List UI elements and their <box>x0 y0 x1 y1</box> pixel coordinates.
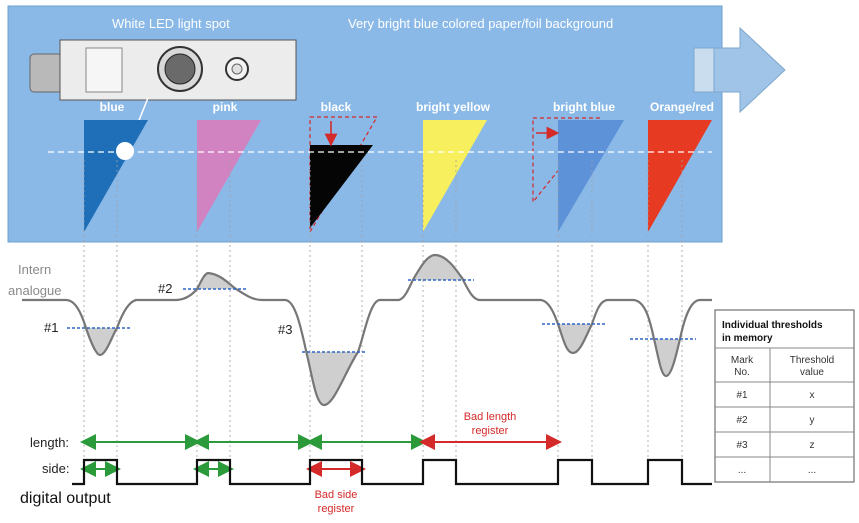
signal-fills <box>84 255 680 405</box>
table-header-value-line1: Threshold <box>790 355 834 366</box>
threshold-lines <box>67 279 696 353</box>
mark-triangle-pink <box>197 120 261 232</box>
length-label: length: <box>30 435 69 450</box>
thresholds-table <box>714 309 855 483</box>
led-spot-label: White LED light spot <box>112 16 230 31</box>
analogue-label-line1: Intern <box>18 262 51 277</box>
table-title-line2: in memory <box>722 333 773 344</box>
bad-side-label-line1: Bad side <box>315 489 358 501</box>
analogue-label-line2: analogue <box>8 283 62 298</box>
led-light-spot <box>116 142 134 160</box>
background-label: Very bright blue colored paper/foil back… <box>348 16 613 31</box>
mark-triangle-black <box>310 145 373 228</box>
mark-label-orange-red: Orange/red <box>650 100 714 114</box>
mark-label-blue: blue <box>100 100 125 114</box>
timing-guide-lines <box>83 160 683 478</box>
mark-triangle-bright-yellow <box>423 120 487 232</box>
table-header-mark-line1: Mark <box>731 355 754 366</box>
mark-label-black: black <box>321 100 352 114</box>
mark-label-bright-yellow: bright yellow <box>416 100 491 114</box>
bad-side-label-line2: register <box>318 503 355 515</box>
digital-output-signal <box>72 458 712 486</box>
threshold-marker-1: #1 <box>44 320 58 335</box>
table-row-value: z <box>810 440 815 451</box>
table-row-mark: ... <box>738 465 746 476</box>
mark-triangle-bright-blue <box>558 120 624 232</box>
mark-label-bright-blue: bright blue <box>553 100 615 114</box>
table-header-value-line2: value <box>800 367 824 378</box>
table-row-mark: #3 <box>736 440 748 451</box>
side-label: side: <box>42 461 69 476</box>
threshold-marker-3: #3 <box>278 322 292 337</box>
table-row-value: ... <box>808 465 816 476</box>
threshold-marker-2: #2 <box>158 281 172 296</box>
bad-length-label-line1: Bad length <box>464 411 517 423</box>
table-header-mark-line2: No. <box>734 367 750 378</box>
sensor-device <box>29 39 297 101</box>
table-row-mark: #1 <box>736 390 748 401</box>
direction-arrow-icon <box>693 26 786 114</box>
analogue-signal <box>22 253 712 407</box>
bad-length-label-line2: register <box>472 425 509 437</box>
digital-output-label: digital output <box>20 490 111 507</box>
table-row-value: y <box>810 415 815 426</box>
table-row-mark: #2 <box>736 415 748 426</box>
mark-triangle-orange-red <box>648 120 712 232</box>
table-title-line1: Individual thresholds <box>722 320 823 331</box>
table-row-value: x <box>810 390 815 401</box>
mark-label-pink: pink <box>213 100 238 114</box>
